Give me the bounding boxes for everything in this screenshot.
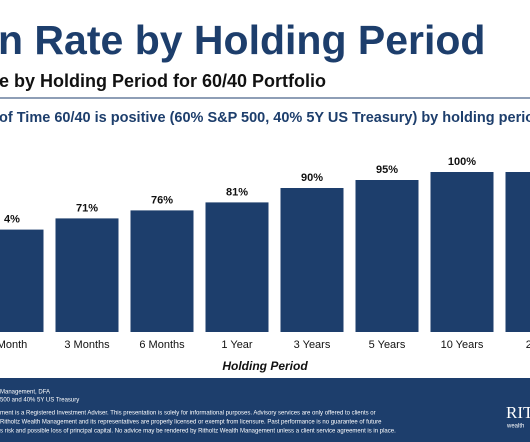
bar (430, 172, 494, 332)
disclaimer: ment is a Registered Investment Adviser.… (0, 411, 376, 417)
disclaimer: Ritholtz Wealth Management and its repre… (0, 420, 382, 426)
footer-band (0, 378, 530, 442)
logo: RIT (506, 403, 530, 422)
logo-sub: wealth (506, 424, 524, 430)
value-label: 71% (76, 202, 98, 214)
bar (0, 229, 44, 332)
chart-title: n Rate by Holding Period (0, 17, 485, 63)
chart-subtitle: e by Holding Period for 60/40 Portfolio (0, 71, 326, 91)
footer: Management, DFA 500 and 40% 5Y US Treasu… (0, 390, 530, 435)
disclaimer: s risk and possible loss of principal ca… (0, 429, 396, 435)
x-tick-label: 6 Months (139, 339, 185, 351)
bar (205, 202, 269, 332)
x-axis-label: Holding Period (222, 359, 308, 373)
value-label: 95% (376, 164, 398, 176)
value-label: 100% (448, 156, 476, 168)
x-tick-label: 1 Year (221, 339, 253, 351)
bar (130, 210, 194, 332)
x-tick-label: 10 Years (441, 339, 484, 351)
source: 500 and 40% 5Y US Treasury (0, 398, 79, 404)
value-label: 81% (226, 186, 248, 198)
bar (55, 218, 119, 332)
x-tick-label: 3 Months (64, 339, 110, 351)
x-tick-label: Month (0, 339, 27, 351)
value-label: 4% (4, 214, 20, 226)
bar (505, 172, 530, 332)
bar (355, 180, 419, 332)
x-tick-label: 3 Years (294, 339, 331, 351)
source: Management, DFA (0, 390, 50, 396)
x-tick-label: 20 Y (526, 339, 530, 351)
value-label: 90% (301, 172, 323, 184)
value-label: 76% (151, 194, 173, 206)
x-tick-label: 5 Years (369, 339, 406, 351)
chart-caption: of Time 60/40 is positive (60% S&P 500, … (0, 110, 530, 126)
bar (280, 188, 344, 332)
